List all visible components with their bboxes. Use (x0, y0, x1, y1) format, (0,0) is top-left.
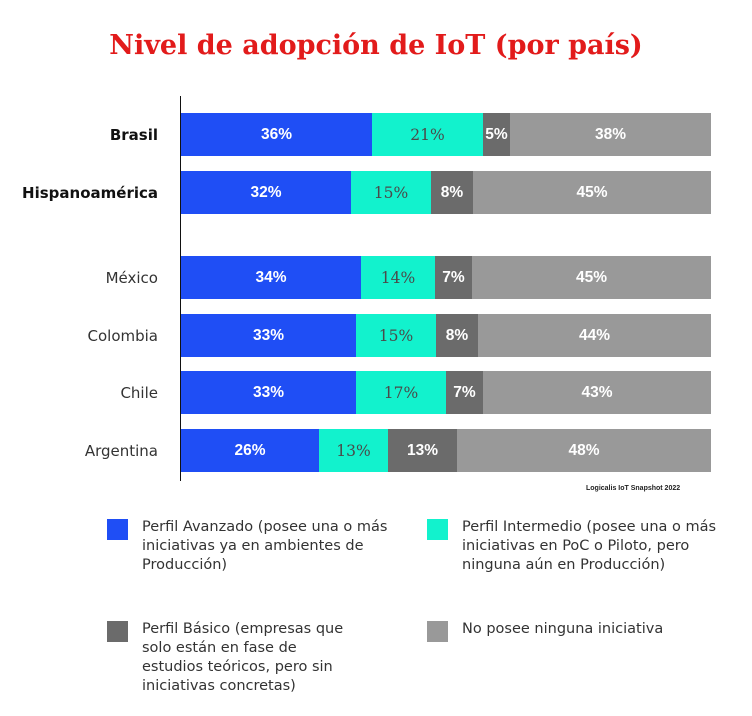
data-label: 15% (373, 183, 409, 202)
stacked-bar: 34% 14% 7% 45% (181, 256, 711, 299)
bar-segment: 13% (388, 429, 457, 472)
legend-swatch (427, 519, 448, 540)
legend-item: Perfil Básico (empresas que solo están e… (107, 620, 347, 696)
legend-item: No posee ninguna iniciativa (427, 620, 727, 642)
data-label: 5% (485, 125, 508, 143)
legend-swatch (107, 519, 128, 540)
legend-label: Perfil Intermedio (posee una o más inici… (462, 519, 717, 573)
bar-segment: 36% (181, 113, 372, 156)
data-label: 45% (576, 183, 608, 201)
stacked-bar: 33% 15% 8% 44% (181, 314, 711, 357)
bar-segment: 8% (431, 171, 473, 214)
source-note: Logicalis IoT Snapshot 2022 (586, 485, 681, 492)
category-label: México (105, 269, 158, 287)
bar-segment: 33% (181, 314, 356, 357)
bar-segment: 13% (319, 429, 388, 472)
bar-segment: 38% (510, 113, 711, 156)
data-label: 33% (252, 326, 285, 344)
bar-segment: 15% (351, 171, 431, 214)
data-label: 33% (252, 383, 285, 401)
stacked-bar: 26% 13% 13% 48% (181, 429, 711, 472)
data-label: 43% (581, 383, 613, 401)
legend-label: Perfil Avanzado (posee una o más iniciat… (142, 519, 388, 573)
stacked-bar: 36% 21% 5% 38% (181, 113, 711, 156)
stacked-bar: 33% 17% 7% 43% (181, 371, 711, 414)
bar-segment: 33% (181, 371, 356, 414)
bar-segment: 34% (181, 256, 361, 299)
bar-segment: 8% (436, 314, 478, 357)
stacked-bar: 32% 15% 8% 45% (181, 171, 711, 214)
bar-segment: 45% (473, 171, 711, 214)
data-label: 7% (442, 268, 465, 286)
bar-segment: 14% (361, 256, 435, 299)
data-label: 45% (575, 268, 608, 286)
data-label: 26% (234, 441, 266, 459)
category-label: Argentina (84, 442, 158, 460)
data-label: 34% (255, 268, 287, 286)
bar-segment: 17% (356, 371, 446, 414)
bar-segment: 32% (181, 171, 351, 214)
legend-item: Perfil Avanzado (posee una o más iniciat… (107, 518, 389, 575)
data-label: 17% (383, 383, 419, 402)
y-axis-line (180, 96, 181, 481)
data-label: 15% (378, 326, 414, 345)
bar-segment: 5% (483, 113, 510, 156)
legend-swatch (107, 621, 128, 642)
legend-label: No posee ninguna iniciativa (462, 621, 664, 637)
category-label: Chile (120, 384, 158, 402)
data-label: 8% (445, 326, 469, 344)
data-label: 36% (260, 125, 293, 143)
data-label: 44% (578, 326, 611, 344)
legend-item: Perfil Intermedio (posee una o más inici… (427, 518, 727, 575)
bar-segment: 26% (181, 429, 319, 472)
category-label: Brasil (109, 126, 158, 144)
category-label: Colombia (87, 327, 159, 345)
chart-title: Nivel de adopción de IoT (por país) (109, 30, 643, 61)
data-label: 8% (440, 183, 464, 201)
data-label: 13% (336, 441, 371, 460)
data-label: 13% (406, 441, 439, 459)
category-label: Hispanoamérica (22, 184, 158, 202)
bar-segment: 21% (372, 113, 483, 156)
data-label: 14% (380, 268, 416, 287)
data-label: 32% (250, 183, 282, 201)
data-label: 21% (410, 125, 445, 144)
bar-segment: 7% (446, 371, 483, 414)
data-label: 7% (453, 383, 476, 401)
data-label: 38% (594, 125, 627, 143)
bar-segment: 43% (483, 371, 711, 414)
legend-label: Perfil Básico (empresas que solo están e… (142, 621, 344, 694)
legend-swatch (427, 621, 448, 642)
bar-segment: 44% (478, 314, 711, 357)
bar-segment: 15% (356, 314, 436, 357)
bar-segment: 45% (472, 256, 711, 299)
data-label: 48% (568, 441, 600, 459)
bar-segment: 7% (435, 256, 472, 299)
bar-segment: 48% (457, 429, 711, 472)
